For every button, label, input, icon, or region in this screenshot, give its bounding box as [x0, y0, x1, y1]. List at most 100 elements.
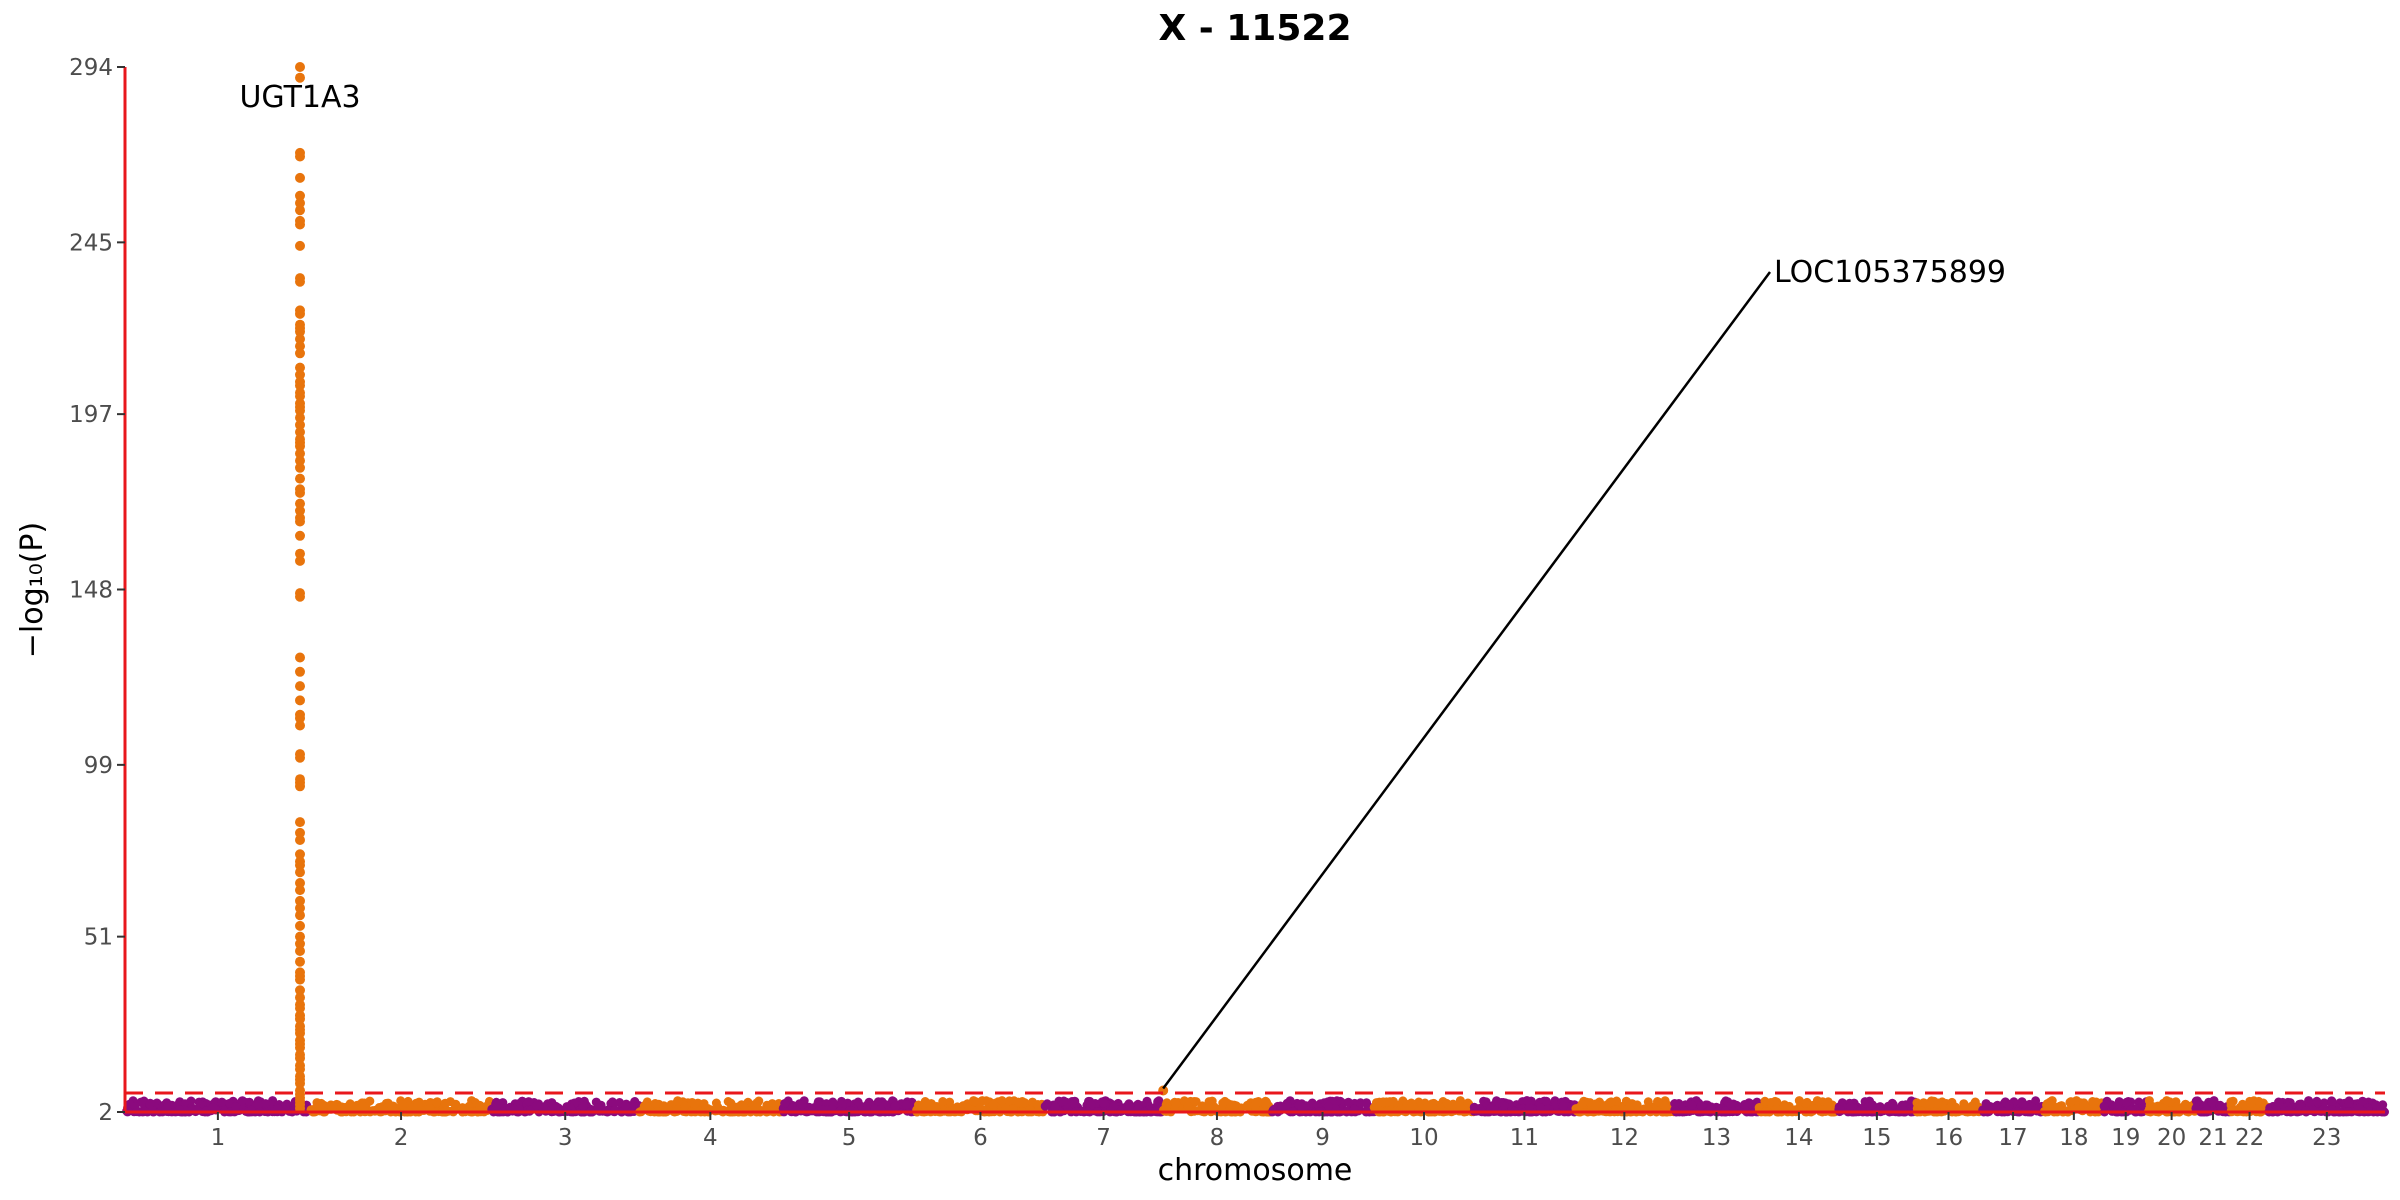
data-point: [2153, 1101, 2163, 1111]
data-point: [458, 1103, 467, 1113]
data-point: [295, 455, 305, 466]
x-tick-label: 20: [2157, 1125, 2186, 1151]
data-point: [640, 1101, 650, 1111]
data-point: [295, 441, 305, 452]
data-point: [217, 1097, 227, 1107]
data-point: [988, 1100, 998, 1109]
data-point: [295, 516, 305, 527]
data-point: [295, 151, 305, 162]
data-point: [2137, 1099, 2147, 1109]
data-point: [1845, 1102, 1855, 1112]
data-point: [295, 555, 305, 566]
data-point: [295, 219, 305, 230]
x-tick-label: 9: [1315, 1125, 1330, 1151]
data-point: [608, 1097, 617, 1107]
data-point: [1541, 1096, 1551, 1106]
data-point: [593, 1103, 603, 1112]
data-point: [295, 827, 305, 838]
data-point: [295, 369, 305, 380]
chart-title: X - 11522: [1158, 8, 1351, 49]
data-point: [1660, 1101, 1670, 1111]
data-point: [863, 1100, 872, 1110]
data-point: [295, 1003, 305, 1014]
x-tick-label: 6: [973, 1125, 988, 1151]
data-point: [1932, 1099, 1942, 1109]
data-point: [295, 835, 305, 845]
data-point: [295, 695, 305, 706]
data-point: [2066, 1097, 2076, 1107]
data-point: [295, 348, 305, 359]
y-tick-label: 245: [69, 230, 113, 256]
data-point: [347, 1102, 357, 1112]
x-tick-label: 15: [1862, 1125, 1891, 1151]
data-point: [295, 885, 305, 896]
x-tick-label: 17: [1998, 1125, 2027, 1151]
data-point: [1558, 1101, 1568, 1111]
data-point: [1362, 1098, 1371, 1108]
data-point: [398, 1099, 407, 1109]
y-axis-label: −log₁₀(P): [15, 522, 50, 658]
data-point: [1621, 1096, 1631, 1106]
data-point: [295, 405, 305, 416]
data-point: [1297, 1102, 1307, 1112]
data-point: [145, 1099, 155, 1109]
data-point: [1220, 1096, 1230, 1106]
data-point: [295, 62, 305, 72]
data-point: [813, 1098, 823, 1108]
x-tick-label: 12: [1610, 1125, 1639, 1151]
data-point: [295, 380, 305, 391]
data-point: [1204, 1097, 1214, 1107]
data-point: [1070, 1100, 1080, 1110]
data-point: [295, 920, 305, 931]
data-point: [295, 391, 305, 402]
data-point: [295, 946, 305, 956]
data-point: [2354, 1103, 2364, 1113]
data-point: [295, 985, 305, 996]
data-point: [1794, 1096, 1804, 1106]
data-point: [1522, 1096, 1532, 1106]
data-point: [295, 72, 305, 83]
data-point: [1183, 1101, 1193, 1111]
data-point: [1740, 1100, 1750, 1109]
data-point: [1443, 1100, 1453, 1109]
data-point: [549, 1101, 558, 1111]
data-point: [295, 849, 305, 860]
data-point: [295, 462, 305, 473]
data-point: [295, 591, 305, 602]
data-point: [1004, 1096, 1014, 1106]
data-point: [246, 1105, 256, 1115]
x-tick-label: 21: [2198, 1125, 2227, 1151]
x-tick-label: 8: [1210, 1125, 1225, 1151]
data-point: [295, 666, 305, 677]
data-point: [1867, 1100, 1877, 1110]
data-point: [1250, 1101, 1260, 1111]
data-point: [890, 1101, 900, 1111]
data-point: [295, 1078, 305, 1089]
data-point: [261, 1099, 271, 1109]
y-tick-label: 148: [69, 578, 113, 604]
x-tick-label: 13: [1702, 1125, 1731, 1151]
data-point: [1888, 1100, 1898, 1110]
gene-annotations: UGT1A3 LOC105375899: [239, 80, 2006, 1090]
x-tick-label: 23: [2312, 1125, 2341, 1151]
data-point: [295, 172, 305, 183]
data-point: [1746, 1099, 1756, 1109]
data-point: [295, 1028, 305, 1039]
data-point: [1261, 1097, 1271, 1107]
x-tick-label: 11: [1510, 1125, 1539, 1151]
data-point: [295, 931, 305, 942]
data-point: [208, 1103, 218, 1113]
data-point: [914, 1100, 923, 1110]
x-tick-label: 19: [2111, 1125, 2140, 1151]
data-point: [673, 1096, 683, 1106]
data-point: [295, 548, 305, 559]
data-point: [450, 1105, 459, 1115]
data-point: [231, 1102, 241, 1112]
data-point: [2216, 1102, 2226, 1112]
data-point: [1050, 1102, 1060, 1112]
data-point: [295, 938, 305, 949]
data-point: [295, 867, 305, 878]
data-point: [295, 530, 305, 541]
